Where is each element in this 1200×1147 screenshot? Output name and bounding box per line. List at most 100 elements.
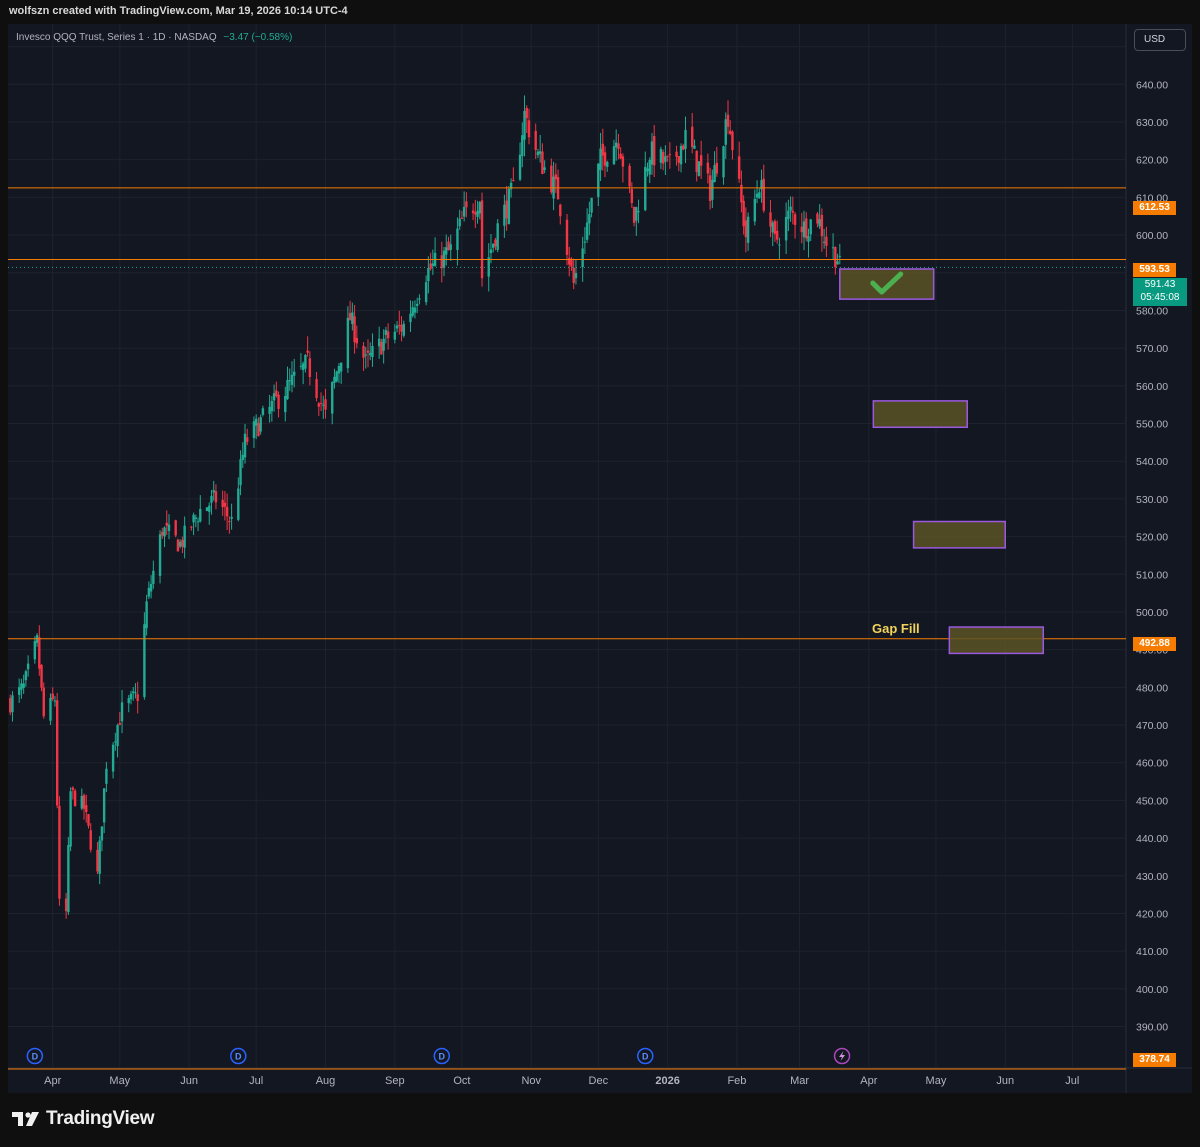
chart-background	[8, 24, 1192, 1093]
candle-body	[429, 263, 432, 269]
candle-body	[536, 151, 540, 156]
candle-body	[116, 725, 119, 747]
candle-body	[194, 517, 198, 519]
candle-body	[337, 366, 341, 374]
candle-body	[574, 272, 578, 279]
candle-body	[755, 193, 759, 198]
candle-body	[82, 795, 86, 809]
candle-body	[286, 380, 289, 400]
candle-body	[713, 165, 716, 183]
level-badge-593: 593.53	[1133, 263, 1176, 277]
candle-body	[413, 307, 417, 313]
candle-body	[746, 216, 750, 243]
candle-body	[105, 768, 108, 784]
dividend-icon[interactable]	[637, 1047, 654, 1065]
price-tick-label: 500.00	[1136, 607, 1168, 619]
candle-body	[729, 130, 732, 134]
currency-button[interactable]: USD	[1134, 29, 1186, 51]
candle-body	[158, 534, 162, 576]
candle-body	[190, 526, 193, 528]
candle-body	[505, 200, 508, 219]
candle-body	[366, 350, 370, 353]
last-price-value: 591.43	[1144, 279, 1176, 290]
candle-body	[261, 408, 265, 415]
candle-body	[346, 317, 350, 369]
price-tick-label: 410.00	[1136, 946, 1168, 958]
level-badge-612: 612.53	[1133, 201, 1176, 215]
price-chart[interactable]: D D D D 390.00 400.00 410.00 420.00 430.00 440.0…	[8, 24, 1192, 1093]
candle-body	[744, 220, 748, 238]
candle-body	[559, 204, 562, 217]
candle-body	[9, 698, 12, 713]
candle-body	[398, 324, 401, 327]
target-zone[interactable]	[948, 626, 1045, 655]
candle-body	[568, 258, 571, 265]
dividend-icon-glyph: D	[439, 1052, 446, 1062]
dividend-icon[interactable]	[230, 1047, 247, 1065]
candle-body	[362, 345, 365, 358]
price-tick-label: 600.00	[1136, 230, 1168, 242]
candle-body	[241, 454, 244, 460]
symbol-name: Invesco QQQ Trust, Series 1 · 1D · NASDA…	[16, 32, 217, 43]
target-zone[interactable]	[872, 400, 968, 429]
candle-body	[503, 204, 506, 226]
target-zones	[839, 268, 1045, 655]
dividend-icon[interactable]	[26, 1047, 44, 1065]
candle-body	[11, 695, 14, 713]
candle-body	[760, 180, 763, 190]
candle-body	[601, 143, 604, 156]
candle-body	[181, 539, 184, 547]
candle-body	[49, 697, 52, 721]
tradingview-logo[interactable]: TradingView	[12, 1108, 155, 1130]
candle-body	[304, 355, 307, 369]
price-tick-label: 520.00	[1136, 532, 1168, 544]
candle-body	[492, 243, 495, 248]
candle-body	[96, 849, 99, 872]
candle-body	[275, 390, 278, 397]
tradingview-logo-text: TradingView	[46, 1108, 155, 1129]
candle-body	[597, 163, 600, 198]
candle-body	[145, 601, 148, 629]
candle-body	[129, 693, 133, 700]
candle-body	[726, 114, 730, 127]
candle-body	[55, 700, 59, 806]
candle-body	[38, 637, 41, 669]
candle-body	[411, 307, 414, 316]
candle-body	[599, 148, 602, 171]
candle-body	[778, 244, 781, 246]
candle-body	[243, 433, 247, 458]
candle-body	[252, 421, 256, 439]
candle-body	[731, 131, 734, 151]
candle-body	[152, 570, 155, 584]
price-tick-label: 580.00	[1136, 305, 1168, 317]
time-tick-label: Sep	[385, 1075, 405, 1087]
candle-body	[775, 230, 779, 240]
time-tick-label: May	[926, 1075, 947, 1087]
candle-body	[301, 363, 305, 370]
candle-body	[102, 788, 106, 823]
candle-body	[478, 202, 481, 214]
candle-body	[259, 417, 262, 432]
level-badge-492: 492.88	[1133, 637, 1176, 651]
candle-body	[319, 403, 323, 405]
candle-body	[176, 539, 180, 552]
target-zone[interactable]	[912, 520, 1007, 549]
candle-body	[572, 267, 575, 283]
candle-body	[628, 165, 631, 187]
candle-body	[474, 212, 477, 215]
candle-body	[612, 146, 616, 165]
candle-body	[679, 145, 683, 165]
attribution-text: wolfszn created with TradingView.com, Ma…	[9, 5, 348, 17]
candle-body	[348, 312, 352, 321]
price-axis[interactable]	[1126, 24, 1192, 1093]
price-tick-label: 470.00	[1136, 720, 1168, 732]
candle-body	[606, 162, 609, 167]
time-tick-label: Aug	[316, 1075, 336, 1087]
candle-body	[456, 228, 459, 250]
candle-body	[339, 362, 343, 372]
candle-body	[22, 683, 25, 688]
time-scale-ticks: Apr May Jun Jul Aug Sep Oct Nov Dec 2026 Feb Mar Apr…	[44, 1075, 1079, 1087]
time-tick-label: Oct	[453, 1075, 470, 1087]
symbol-legend[interactable]: Invesco QQQ Trust, Series 1 · 1D · NASDA…	[16, 32, 292, 43]
dividend-icon[interactable]	[433, 1047, 451, 1065]
